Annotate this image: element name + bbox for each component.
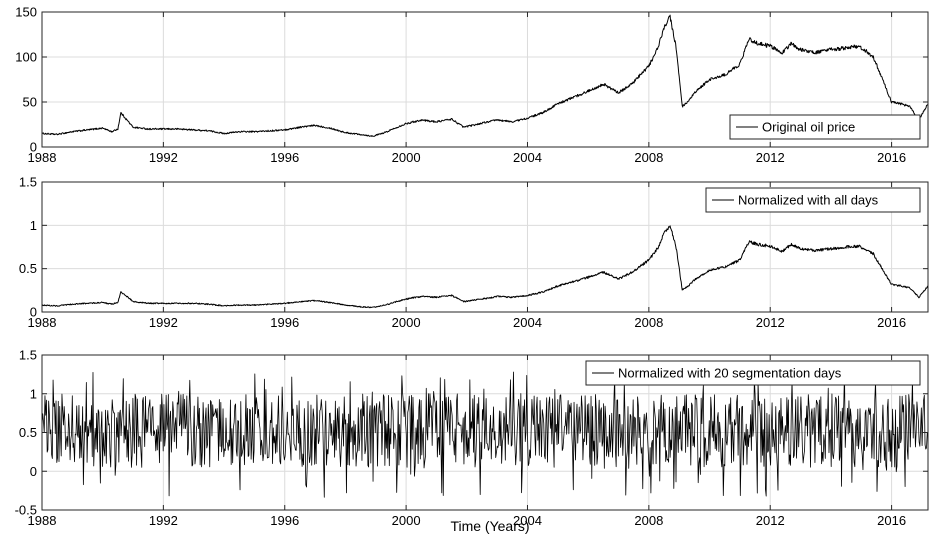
x-tick-label: 2004 xyxy=(513,513,542,528)
y-tick-label: 1.5 xyxy=(19,348,37,363)
x-tick-label: 2012 xyxy=(756,513,785,528)
x-tick-label: 1992 xyxy=(149,315,178,330)
x-tick-label: 2008 xyxy=(634,315,663,330)
legend-box xyxy=(585,360,921,386)
legend: Normalized with all days xyxy=(705,187,921,213)
y-tick-label: 0 xyxy=(30,464,37,479)
x-tick-label: 2008 xyxy=(634,513,663,528)
x-tick-label: 2016 xyxy=(877,150,906,165)
legend-label: Normalized with 20 segmentation days xyxy=(618,366,842,381)
legend: Original oil price xyxy=(729,114,921,140)
series-line xyxy=(41,225,929,309)
panel-normalized-20-segmentation-days: 1988 1992 1996 2000 2004 2008 2012 2016 -0.5 0 0.5… xyxy=(15,348,929,528)
legend-box xyxy=(705,187,921,213)
y-tick-label: 100 xyxy=(15,50,37,65)
x-tick-label: 1988 xyxy=(28,315,57,330)
axes-box xyxy=(41,11,929,148)
legend-box xyxy=(729,114,921,140)
x-tick-label: 1996 xyxy=(270,150,299,165)
x-tick-label: 2008 xyxy=(634,150,663,165)
x-tick-label: 2000 xyxy=(392,513,421,528)
x-tick-label: 1988 xyxy=(28,150,57,165)
legend-label: Normalized with all days xyxy=(738,193,879,208)
y-tick-label: 150 xyxy=(15,5,37,20)
x-tick-label: 2004 xyxy=(513,315,542,330)
y-tick-label: 0 xyxy=(30,140,37,155)
series-line xyxy=(41,14,929,137)
x-tick-label: 1996 xyxy=(270,315,299,330)
x-tick-label: 2000 xyxy=(392,315,421,330)
y-tick-label: 1 xyxy=(30,386,37,401)
panel-normalized-all-days: 1988 1992 1996 2000 2004 2008 2012 2016 0 0.5 1 1.5… xyxy=(19,175,929,330)
y-tick-label: 0.5 xyxy=(19,425,37,440)
x-tick-label: 1992 xyxy=(149,513,178,528)
x-tick-label: 2012 xyxy=(756,315,785,330)
series-line xyxy=(41,370,929,498)
x-tick-label: 2016 xyxy=(877,513,906,528)
x-tick-label: 2016 xyxy=(877,315,906,330)
legend-label: Original oil price xyxy=(762,120,855,135)
x-tick-label: 1988 xyxy=(28,513,57,528)
y-tick-label: 0 xyxy=(30,305,37,320)
x-tick-label: 2012 xyxy=(756,150,785,165)
y-tick-label: -0.5 xyxy=(15,503,37,518)
y-tick-label: 50 xyxy=(23,95,37,110)
y-tick-label: 1 xyxy=(30,218,37,233)
legend: Normalized with 20 segmentation days xyxy=(585,360,921,386)
x-tick-label: 2000 xyxy=(392,150,421,165)
y-tick-label: 1.5 xyxy=(19,175,37,190)
panel-original-oil-price: 1988 1992 1996 2000 2004 2008 2012 2016 0 50 100 15… xyxy=(15,5,929,165)
x-tick-label: 1992 xyxy=(149,150,178,165)
x-tick-label: 2004 xyxy=(513,150,542,165)
x-axis-label: Time (Years) xyxy=(450,518,529,534)
y-tick-label: 0.5 xyxy=(19,261,37,276)
axes-box xyxy=(41,181,929,313)
x-tick-label: 1996 xyxy=(270,513,299,528)
